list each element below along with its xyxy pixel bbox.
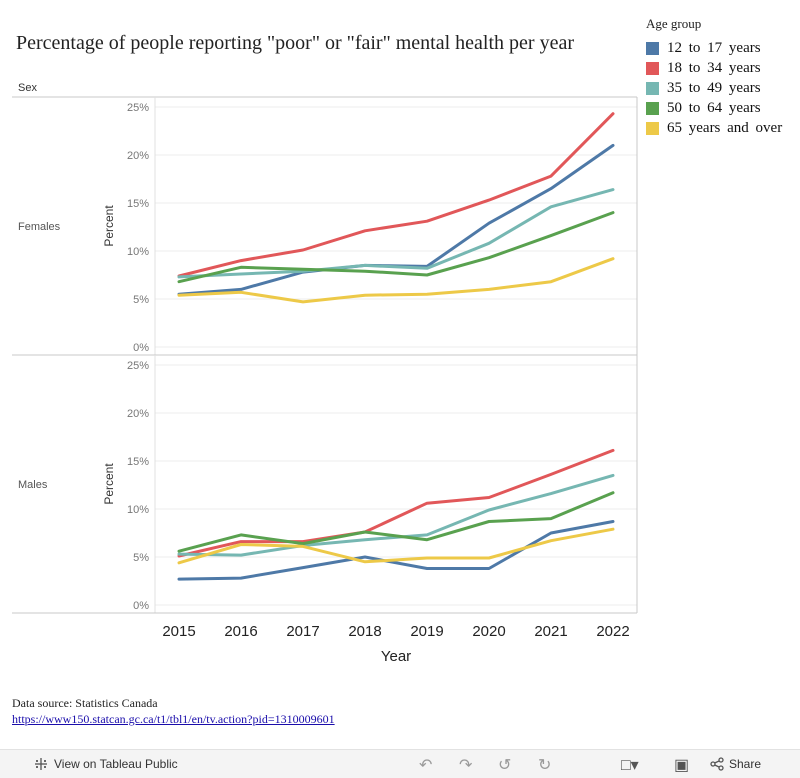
y-axis-title: Percent (102, 205, 116, 247)
x-tick-label: 2021 (534, 623, 567, 640)
series-line (177, 188, 615, 279)
x-tick-label: 2015 (162, 623, 195, 640)
source-link[interactable]: https://www150.statcan.gc.ca/t1/tbl1/en/… (12, 712, 335, 726)
legend-item[interactable]: 18 to 34 years (646, 58, 796, 78)
fullscreen-icon[interactable]: ▣ (674, 757, 690, 774)
legend-title: Age group (646, 16, 702, 31)
panel-label: Males (18, 479, 48, 491)
y-tick-label: 10% (127, 504, 149, 516)
y-tick-label: 0% (133, 342, 149, 354)
series-line (177, 527, 615, 565)
y-tick-label: 20% (127, 150, 149, 162)
series-line (177, 448, 615, 558)
y-tick-label: 10% (127, 246, 149, 258)
y-tick-label: 25% (127, 102, 149, 114)
legend-label: 18 to 34 years (667, 59, 761, 76)
y-axis-title: Percent (102, 463, 116, 505)
undo-icon[interactable]: ↶ (419, 757, 433, 774)
x-axis-title: Year (381, 648, 411, 665)
legend-swatch (646, 101, 659, 115)
y-tick-label: 5% (133, 294, 149, 306)
download-icon[interactable]: □▾ (621, 757, 639, 774)
x-tick-label: 2020 (472, 623, 505, 640)
sex-header: Sex (18, 82, 37, 94)
series-line (177, 211, 615, 284)
series-line (177, 491, 615, 553)
x-tick-label: 2019 (410, 623, 443, 640)
legend-label: 65 years and over (667, 119, 783, 136)
legend-item[interactable]: 65 years and over (646, 118, 796, 138)
line-chart: 0% 5% 10% 15% 20% 25% Females Percent 0% 5% 10% 15%… (12, 96, 638, 665)
legend: Age group 12 to 17 years 18 to 34 years … (646, 16, 796, 138)
x-tick-label: 2016 (224, 623, 257, 640)
legend-item[interactable]: 50 to 64 years (646, 98, 796, 118)
tableau-toolbar: View on Tableau Public ↶ ↷ ↺ ↻ □▾ ▣ Shar… (0, 749, 800, 778)
refresh-icon[interactable]: ↻ (538, 757, 552, 774)
legend-label: 35 to 49 years (667, 79, 761, 96)
legend-swatch (646, 61, 659, 75)
legend-item[interactable]: 35 to 49 years (646, 78, 796, 98)
legend-item[interactable]: 12 to 17 years (646, 38, 796, 58)
y-tick-label: 15% (127, 198, 149, 210)
series-line (177, 257, 615, 304)
panel-label: Females (18, 221, 61, 233)
share-icon (710, 757, 724, 771)
view-on-tableau-button[interactable]: View on Tableau Public (34, 757, 178, 771)
data-source: Data source: Statistics Canada https://w… (12, 696, 335, 727)
y-tick-label: 25% (127, 360, 149, 372)
view-on-tableau-label: View on Tableau Public (54, 757, 178, 771)
chart-title: Percentage of people reporting "poor" or… (16, 32, 574, 54)
share-button[interactable]: Share (710, 757, 761, 771)
tableau-logo-icon (35, 758, 47, 770)
y-tick-label: 15% (127, 456, 149, 468)
share-label: Share (729, 757, 762, 771)
y-tick-label: 0% (133, 600, 149, 612)
legend-label: 12 to 17 years (667, 39, 761, 56)
legend-swatch (646, 121, 659, 135)
x-tick-label: 2018 (348, 623, 381, 640)
legend-label: 50 to 64 years (667, 99, 761, 116)
x-tick-label: 2017 (286, 623, 319, 640)
legend-swatch (646, 81, 659, 95)
y-tick-label: 5% (133, 552, 149, 564)
y-tick-label: 20% (127, 408, 149, 420)
source-text: Data source: Statistics Canada (12, 696, 158, 710)
series-line (177, 112, 615, 278)
x-tick-label: 2022 (596, 623, 629, 640)
legend-swatch (646, 41, 659, 55)
redo-icon[interactable]: ↷ (459, 757, 473, 774)
series-line (177, 520, 615, 581)
revert-icon[interactable]: ↺ (498, 757, 512, 774)
